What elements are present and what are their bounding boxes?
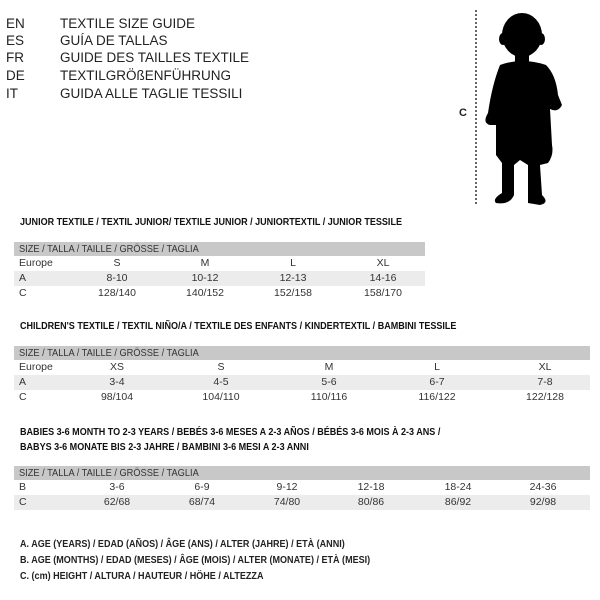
row-label: C (19, 391, 27, 403)
cell: 18-24 (444, 481, 472, 493)
cell: 80/86 (357, 496, 385, 508)
cell: 10-12 (191, 272, 219, 284)
cell: 140/152 (186, 287, 224, 299)
cell: L (290, 257, 296, 269)
lang-title: TEXTILGRÖßENFÜHRUNG (60, 68, 232, 83)
row-label: C (19, 496, 27, 508)
lang-title: GUÍA DE TALLAS (60, 33, 168, 48)
lang-code: EN (6, 16, 25, 31)
children-size-table: SIZE / TALLA / TAILLE / GRÖSSE / TAGLIA … (14, 346, 590, 405)
lang-title: GUIDE DES TAILLES TEXTILE (60, 50, 250, 65)
cell: 3-6 (109, 481, 125, 493)
table-row: A 8-10 10-12 12-13 14-16 (14, 271, 425, 286)
cell: 12-18 (357, 481, 385, 493)
cell: 14-16 (369, 272, 397, 284)
row-label: B (19, 481, 27, 493)
cell: 3-4 (109, 376, 125, 388)
cell: 68/74 (188, 496, 216, 508)
cell: 152/158 (274, 287, 312, 299)
cell: 104/110 (202, 391, 240, 403)
legend-c: C. (cm) HEIGHT / ALTURA / HAUTEUR / HÖHE… (20, 570, 264, 582)
table-header: SIZE / TALLA / TAILLE / GRÖSSE / TAGLIA (14, 346, 590, 360)
child-silhouette-icon (475, 10, 562, 205)
row-label: A (19, 376, 27, 388)
cell: M (324, 361, 334, 373)
cell: 4-5 (213, 376, 229, 388)
table-header: SIZE / TALLA / TAILLE / GRÖSSE / TAGLIA (14, 242, 425, 256)
lang-fr: FR GUIDE DES TAILLES TEXTILE (6, 49, 249, 66)
row-label: C (19, 287, 27, 299)
size-header-label: SIZE / TALLA / TAILLE / GRÖSSE / TAGLIA (19, 467, 199, 479)
lang-title: TEXTILE SIZE GUIDE (60, 16, 196, 31)
table-row: Europe S M L XL (14, 256, 425, 271)
table-row: B 3-6 6-9 9-12 12-18 18-24 24-36 (14, 480, 590, 495)
table-row: C 128/140 140/152 152/158 158/170 (14, 286, 425, 301)
table-row: A 3-4 4-5 5-6 6-7 7-8 (14, 375, 590, 390)
cell: 128/140 (98, 287, 136, 299)
size-header-label: SIZE / TALLA / TAILLE / GRÖSSE / TAGLIA (19, 243, 199, 255)
cell: 98/104 (100, 391, 134, 403)
cell: 158/170 (364, 287, 402, 299)
table-header: SIZE / TALLA / TAILLE / GRÖSSE / TAGLIA (14, 466, 590, 480)
row-label: A (19, 272, 27, 284)
table-row: C 98/104 104/110 110/116 116/122 122/128 (14, 390, 590, 405)
babies-title-line1: BABIES 3-6 MONTH TO 2-3 YEARS / BEBÉS 3-… (20, 426, 441, 438)
cell: 6-9 (194, 481, 210, 493)
legend-b: B. AGE (MONTHS) / EDAD (MESES) / ÂGE (MO… (20, 554, 371, 566)
lang-en: EN TEXTILE SIZE GUIDE (6, 15, 195, 32)
cell: S (217, 361, 225, 373)
lang-it: IT GUIDA ALLE TAGLIE TESSILI (6, 85, 242, 102)
cell: 116/122 (418, 391, 456, 403)
cell: 86/92 (444, 496, 472, 508)
cell: 7-8 (537, 376, 553, 388)
cell: XL (538, 361, 552, 373)
row-label: Europe (19, 361, 53, 373)
size-header-label: SIZE / TALLA / TAILLE / GRÖSSE / TAGLIA (19, 347, 199, 359)
cell: S (113, 257, 121, 269)
cell: 24-36 (529, 481, 557, 493)
babies-title-line2: BABYS 3-6 MONATE BIS 2-3 JAHRE / BAMBINI… (20, 441, 309, 453)
cell: L (434, 361, 440, 373)
junior-title: JUNIOR TEXTILE / TEXTIL JUNIOR/ TEXTILE … (20, 216, 402, 228)
cell: 8-10 (106, 272, 128, 284)
cell: 62/68 (103, 496, 131, 508)
table-row: C 62/68 68/74 74/80 80/86 86/92 92/98 (14, 495, 590, 510)
cell: 6-7 (429, 376, 445, 388)
babies-size-table: SIZE / TALLA / TAILLE / GRÖSSE / TAGLIA … (14, 466, 590, 510)
lang-code: DE (6, 68, 25, 83)
junior-size-table: SIZE / TALLA / TAILLE / GRÖSSE / TAGLIA … (14, 242, 425, 301)
row-label: Europe (19, 257, 53, 269)
cell: 9-12 (276, 481, 298, 493)
cell: 74/80 (273, 496, 301, 508)
lang-code: FR (6, 50, 24, 65)
cell: M (200, 257, 210, 269)
cell: 110/116 (310, 391, 348, 403)
cell: 92/98 (529, 496, 557, 508)
lang-code: ES (6, 33, 25, 48)
cell: XS (109, 361, 125, 373)
children-title: CHILDREN'S TEXTILE / TEXTIL NIÑO/A / TEX… (20, 320, 457, 332)
lang-title: GUIDA ALLE TAGLIE TESSILI (60, 86, 243, 101)
cell: 5-6 (321, 376, 337, 388)
cell: 122/128 (526, 391, 564, 403)
lang-code: IT (6, 86, 18, 101)
table-row: Europe XS S M L XL (14, 360, 590, 375)
lang-de: DE TEXTILGRÖßENFÜHRUNG (6, 67, 231, 84)
cell: XL (376, 257, 390, 269)
cell: 12-13 (279, 272, 307, 284)
height-label: C (459, 107, 467, 119)
legend-a: A. AGE (YEARS) / EDAD (AÑOS) / ÂGE (ANS)… (20, 538, 345, 550)
lang-es: ES GUÍA DE TALLAS (6, 32, 168, 49)
